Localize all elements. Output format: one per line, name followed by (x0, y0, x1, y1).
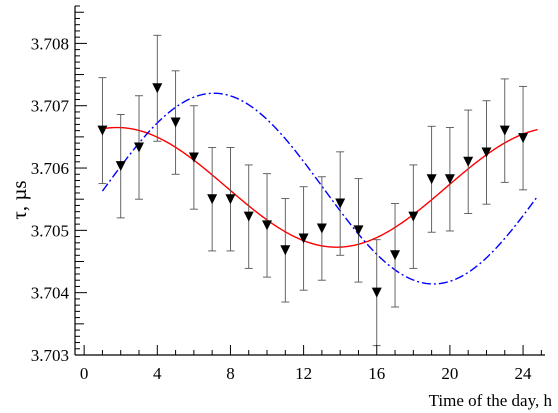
data-point-triangle (371, 287, 382, 298)
data-point-triangle (499, 125, 510, 136)
x-axis: 0 4 8 12 16 20 24 (80, 345, 542, 383)
data-point-triangle (408, 211, 419, 222)
x-tick-label: 12 (295, 364, 312, 383)
y-tick-label: 3.707 (31, 97, 70, 116)
data-point-triangle (262, 220, 273, 231)
data-point-triangle (390, 250, 401, 261)
data-point-triangle (298, 233, 309, 244)
data-point-triangle (115, 161, 126, 172)
data-point-triangle (316, 223, 327, 234)
data-point-triangle (170, 117, 181, 128)
red-fit-curve (102, 126, 538, 248)
x-tick-label: 16 (368, 364, 385, 383)
data-point-triangle (152, 83, 163, 94)
data-point-triangle (353, 225, 364, 236)
y-tick-label: 3.704 (31, 284, 70, 303)
data-point-triangle (134, 142, 145, 153)
data-point-triangle (444, 174, 455, 185)
data-point-triangle (225, 194, 236, 205)
y-tick-label: 3.706 (31, 159, 69, 178)
y-axis-label: τ, µs (7, 180, 31, 219)
x-axis-label: Time of the day, h (429, 391, 553, 410)
fit-curves (101, 92, 539, 285)
data-point-triangle (426, 174, 437, 185)
x-tick-label: 0 (80, 364, 89, 383)
blue-dash-dot-curve (101, 92, 539, 285)
data-point-triangle (243, 211, 254, 222)
data-point-triangle (463, 156, 474, 167)
data-point-triangle (335, 198, 346, 209)
x-tick-label: 8 (226, 364, 235, 383)
x-tick-label: 4 (153, 364, 162, 383)
data-point-triangle (518, 133, 529, 144)
y-axis: 3.703 3.704 3.705 3.706 3.707 3.708 (31, 5, 87, 365)
data-point-triangle (188, 152, 199, 163)
data-point-triangle (280, 245, 291, 256)
data-point-triangle (97, 125, 108, 136)
plot-frame (74, 6, 545, 356)
y-tick-label: 3.705 (31, 221, 69, 240)
y-tick-label: 3.708 (31, 34, 69, 53)
data-point-triangle (481, 147, 492, 158)
y-tick-label: 3.703 (31, 346, 69, 365)
x-tick-label: 20 (441, 364, 458, 383)
data-points (97, 34, 529, 347)
data-point-triangle (207, 194, 218, 205)
x-tick-label: 24 (515, 364, 533, 383)
